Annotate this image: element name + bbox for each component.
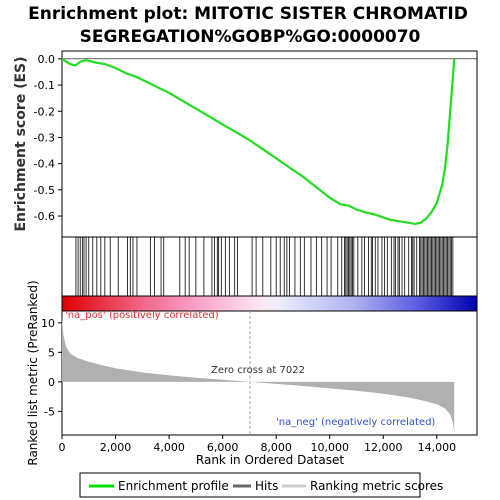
x-tick-label: 2,000 <box>100 441 132 454</box>
hits-panel-frame <box>61 236 478 297</box>
x-tick-label: 14,000 <box>418 441 457 454</box>
enrichment-profile-line <box>61 57 456 226</box>
es-y-tick-label: -0.3 <box>34 131 55 144</box>
legend-box <box>79 472 421 498</box>
neg-correlated-label: 'na_neg' (negatively correlated) <box>276 417 435 428</box>
es-y-tick-label: 0.0 <box>38 53 56 66</box>
ranking-metric-area <box>62 316 455 432</box>
es-y-axis: 0.0 -0.1 -0.2 -0.3 -0.4 -0.5 -0.6 <box>34 53 62 223</box>
x-axis-label: Rank in Ordered Dataset <box>196 453 344 467</box>
legend-label-hits: Hits <box>255 479 278 493</box>
x-tick-label: 4,000 <box>153 441 185 454</box>
metric-y-tick-label: 0 <box>48 376 55 389</box>
es-panel-frame <box>61 50 478 238</box>
es-y-axis-label: Enrichment score (ES) <box>13 56 29 231</box>
metric-y-axis-label: Ranked list metric (PreRanked) <box>26 280 40 465</box>
metric-y-tick-label: -5 <box>44 405 55 418</box>
metric-y-tick-label: 5 <box>48 346 55 359</box>
metric-y-tick-label: 10 <box>41 317 55 330</box>
x-tick-label: 12,000 <box>364 441 403 454</box>
ranking-color-bar <box>61 295 478 312</box>
es-y-tick-label: -0.1 <box>34 79 55 92</box>
chart-title-line1: Enrichment plot: MITOTIC SISTER CHROMATI… <box>28 4 468 24</box>
es-y-tick-label: -0.4 <box>34 158 55 171</box>
zero-cross-label: Zero cross at 7022 <box>211 365 305 376</box>
chart-title-line2: SEGREGATION%GOBP%GO:0000070 <box>80 27 421 47</box>
hits-barcode <box>75 237 454 296</box>
x-tick-label: 6,000 <box>207 441 239 454</box>
x-axis: 0 2,000 4,000 6,000 8,000 10,000 12,000 14,000 <box>59 435 457 454</box>
x-tick-label: 0 <box>59 441 66 454</box>
pos-correlated-label: 'na_pos' (positively correlated) <box>65 310 219 321</box>
legend-label-metric: Ranking metric scores <box>310 479 443 493</box>
es-y-tick-label: -0.6 <box>34 210 55 223</box>
x-tick-label: 8,000 <box>260 441 292 454</box>
metric-y-axis: 10 5 0 -5 <box>41 317 62 418</box>
x-tick-label: 10,000 <box>310 441 349 454</box>
es-y-tick-label: -0.5 <box>34 184 55 197</box>
legend-label-enrichment: Enrichment profile <box>118 479 229 493</box>
es-y-tick-label: -0.2 <box>34 105 55 118</box>
